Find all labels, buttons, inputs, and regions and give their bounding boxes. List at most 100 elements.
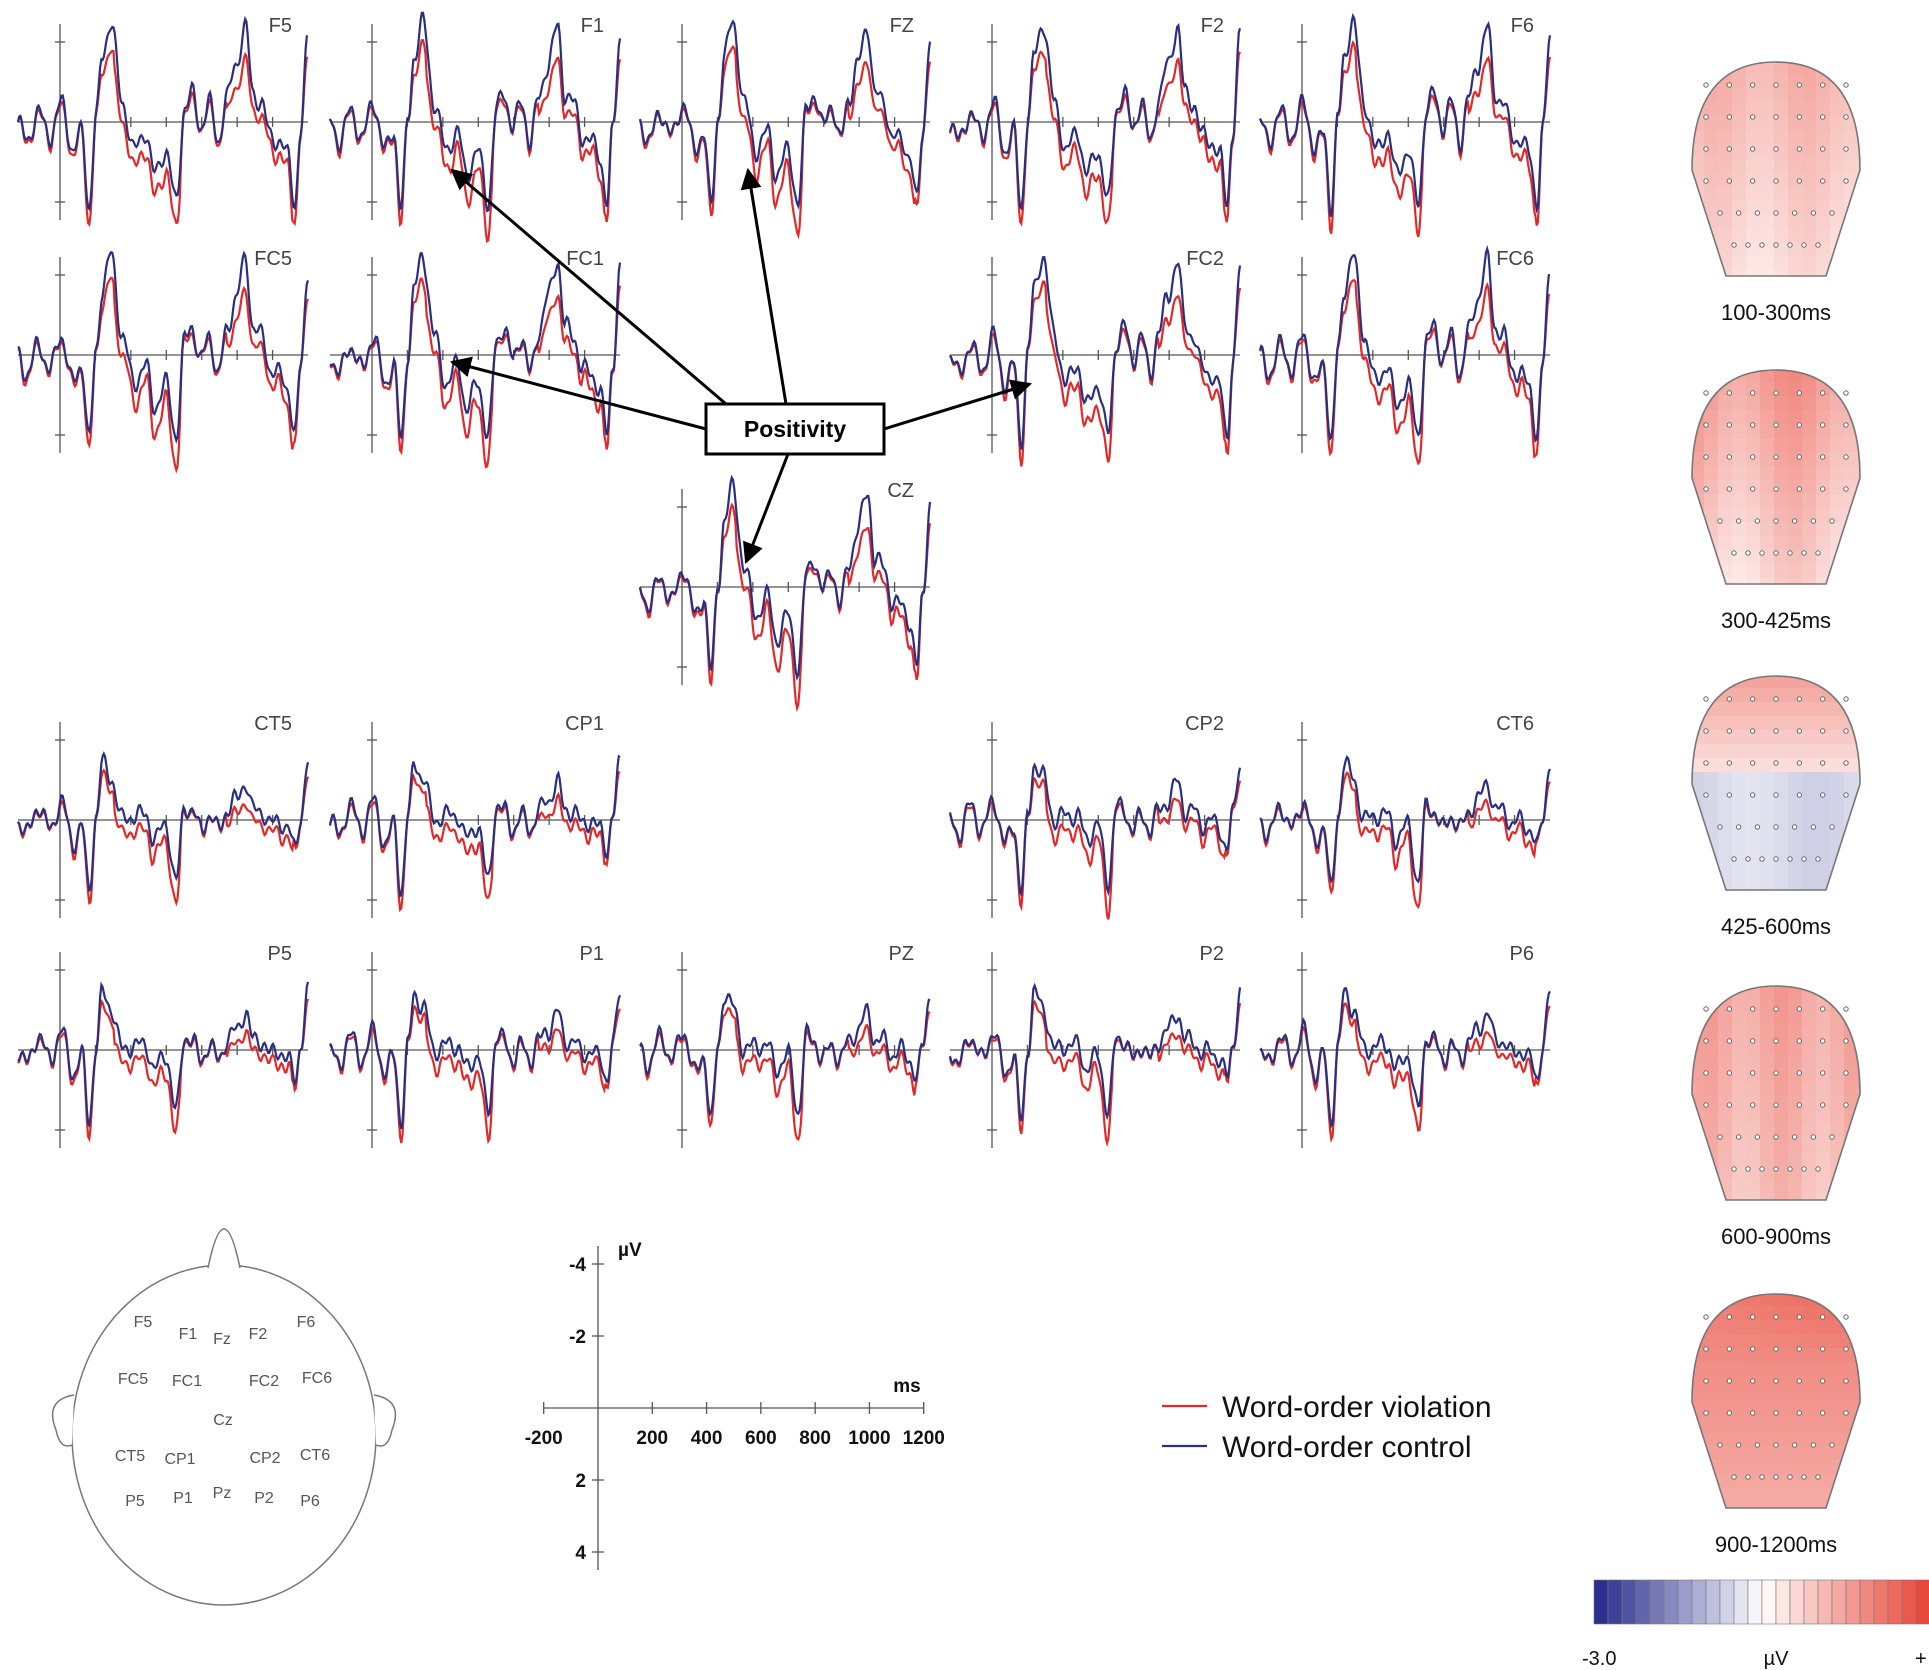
topomap-4: 600-900ms bbox=[1691, 985, 1861, 1249]
topomap-cell bbox=[1760, 1180, 1775, 1195]
colorbar-step bbox=[1915, 1579, 1929, 1625]
topomap-cell bbox=[1802, 1110, 1817, 1125]
topomap-cell bbox=[1788, 1334, 1803, 1349]
topomap-cell bbox=[1718, 744, 1733, 759]
topomap-electrode bbox=[1717, 518, 1723, 524]
topomap-electrode bbox=[1843, 114, 1849, 120]
topomap-cell bbox=[1692, 1390, 1705, 1405]
topomap-electrode bbox=[1787, 856, 1793, 862]
topomap-electrode bbox=[1810, 1134, 1817, 1140]
topomap-cell bbox=[1732, 870, 1747, 885]
topomap-electrode bbox=[1819, 1038, 1826, 1044]
topomap-cell bbox=[1718, 986, 1733, 999]
topomap-2: 300-425ms bbox=[1691, 369, 1861, 633]
topomap-cell bbox=[1692, 270, 1705, 276]
topomap-cell bbox=[1858, 828, 1860, 843]
topomap-cell bbox=[1760, 1320, 1775, 1335]
topomap-electrode bbox=[1731, 1166, 1737, 1172]
topomap-cell bbox=[1788, 494, 1803, 509]
topomap-cell bbox=[1732, 508, 1747, 523]
topomap-electrode bbox=[1773, 824, 1779, 830]
topomap-cell bbox=[1704, 1390, 1719, 1405]
topomap-cell bbox=[1718, 828, 1733, 843]
topomap-cell bbox=[1732, 382, 1747, 397]
topomap-cell bbox=[1732, 130, 1747, 145]
topomap-electrode bbox=[1759, 1166, 1765, 1172]
topomap-electrode bbox=[1745, 1166, 1751, 1172]
violation-series-line bbox=[328, 770, 621, 913]
topomap-cell bbox=[1844, 842, 1859, 857]
head-electrode-label: F2 bbox=[249, 1326, 268, 1343]
colorbar-step bbox=[1635, 1579, 1651, 1625]
topomap-electrode bbox=[1717, 1134, 1723, 1140]
topomap-cell bbox=[1816, 1488, 1831, 1503]
topomap-cell bbox=[1732, 1012, 1747, 1027]
control-series-line bbox=[17, 751, 310, 892]
topomap-cell bbox=[1802, 522, 1817, 537]
head-electrode-label: CT5 bbox=[115, 1448, 145, 1465]
topomap-cell bbox=[1692, 144, 1705, 159]
topomap-cell bbox=[1802, 842, 1817, 857]
topomap-cell bbox=[1816, 1040, 1831, 1055]
topomap-electrode bbox=[1796, 146, 1803, 152]
topomap-cell bbox=[1718, 410, 1733, 425]
topomap-cell bbox=[1732, 158, 1747, 173]
topomap-cell bbox=[1732, 828, 1747, 843]
topomap-cell bbox=[1788, 270, 1803, 276]
topomap-cell bbox=[1844, 242, 1859, 257]
topomap-cell bbox=[1816, 410, 1831, 425]
topomap-electrode bbox=[1829, 210, 1835, 216]
topomap-cell bbox=[1802, 186, 1817, 201]
topomap-cell bbox=[1760, 158, 1775, 173]
electrode-label: FC5 bbox=[254, 248, 292, 270]
topomap-cell bbox=[1816, 1502, 1831, 1508]
topomap-cell bbox=[1760, 1306, 1775, 1321]
topomap-cell bbox=[1858, 1110, 1860, 1125]
nose-outline bbox=[207, 1228, 241, 1269]
topomap-cell bbox=[1844, 828, 1859, 843]
topomap-cell bbox=[1732, 786, 1747, 801]
topomap-cell bbox=[1816, 1138, 1831, 1153]
topomap-cell bbox=[1774, 986, 1789, 999]
topomap-cell bbox=[1858, 102, 1860, 117]
violation-series-line bbox=[17, 768, 310, 907]
topomap-cell bbox=[1816, 158, 1831, 173]
topomap-cell bbox=[1802, 1040, 1817, 1055]
topomap-electrode bbox=[1819, 1378, 1826, 1384]
topomap-cell bbox=[1830, 158, 1845, 173]
topomap-electrode bbox=[1843, 1070, 1849, 1076]
topomap-electrode bbox=[1703, 1038, 1709, 1044]
topomap-cell bbox=[1802, 494, 1817, 509]
topomap-cell bbox=[1774, 536, 1789, 551]
topomap-electrode bbox=[1829, 518, 1835, 524]
topomap-electrode bbox=[1703, 1378, 1709, 1384]
scale-x-tick-label: 1200 bbox=[903, 1428, 945, 1449]
topomap-electrode bbox=[1796, 760, 1803, 766]
topomap-cell bbox=[1830, 1404, 1845, 1419]
topomap-cell bbox=[1858, 1124, 1860, 1139]
topomap-cell bbox=[1802, 828, 1817, 843]
left-ear-outline bbox=[51, 1394, 75, 1447]
colorbar-step bbox=[1621, 1579, 1637, 1625]
topomap-cell bbox=[1858, 564, 1860, 579]
topomap-cell bbox=[1858, 744, 1860, 759]
topomap-cell bbox=[1746, 102, 1761, 117]
electrode-label: F6 bbox=[1511, 15, 1534, 37]
topomap-cell bbox=[1816, 270, 1831, 276]
topomap-cell bbox=[1760, 1488, 1775, 1503]
topomap-cell bbox=[1704, 744, 1719, 759]
topomap-cell bbox=[1746, 1320, 1761, 1335]
topomap-cell bbox=[1746, 270, 1761, 276]
topomap-cell bbox=[1732, 102, 1747, 117]
topomap-cell bbox=[1692, 370, 1705, 383]
topomap-cell bbox=[1858, 1404, 1860, 1419]
electrode-label: CP1 bbox=[565, 713, 604, 735]
colorbar-step bbox=[1705, 1579, 1721, 1625]
topomap-cell bbox=[1774, 370, 1789, 383]
topomap-cell bbox=[1746, 1054, 1761, 1069]
topomap-window-label: 425-600ms bbox=[1721, 914, 1831, 939]
topomap-cell bbox=[1732, 1082, 1747, 1097]
topomap-cell bbox=[1802, 1502, 1817, 1508]
topomap-cell bbox=[1830, 1418, 1845, 1433]
head-electrode-label: FC6 bbox=[302, 1370, 332, 1387]
